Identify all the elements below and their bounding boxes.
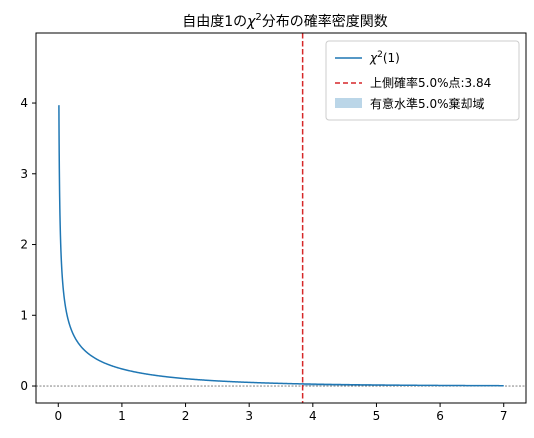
x-axis: 0 1 2 3 4 5 6 7 bbox=[54, 403, 508, 423]
x-tick-label-3: 3 bbox=[245, 409, 253, 423]
y-tick-label-2: 2 bbox=[20, 238, 28, 252]
legend-swatch-rejection bbox=[335, 98, 362, 108]
x-tick-label-0: 0 bbox=[54, 409, 62, 423]
y-tick-label-1: 1 bbox=[20, 308, 28, 322]
legend-label-critical: 上側確率5.0%点:3.84 bbox=[370, 75, 491, 90]
pdf-curve bbox=[58, 105, 504, 387]
rejection-region bbox=[302, 383, 504, 387]
x-tick-label-7: 7 bbox=[500, 409, 508, 423]
plot-frame bbox=[35, 32, 527, 404]
y-tick-label-0: 0 bbox=[20, 379, 28, 393]
x-tick-label-2: 2 bbox=[182, 409, 190, 423]
x-tick-label-1: 1 bbox=[118, 409, 126, 423]
legend-label-rejection: 有意水準5.0%棄却域 bbox=[370, 96, 485, 111]
chart-title: 自由度1のχ2分布の確率密度関数 bbox=[182, 12, 388, 30]
x-tick-label-5: 5 bbox=[373, 409, 381, 423]
x-tick-label-4: 4 bbox=[309, 409, 317, 423]
x-tick-label-6: 6 bbox=[436, 409, 444, 423]
y-tick-label-3: 3 bbox=[20, 167, 28, 181]
legend-label-pdf: χ2(1) bbox=[369, 50, 400, 65]
y-axis: 0 1 2 3 4 bbox=[20, 96, 36, 393]
y-tick-label-4: 4 bbox=[20, 96, 28, 110]
legend: χ2(1) 上側確率5.0%点:3.84 有意水準5.0%棄却域 bbox=[325, 40, 520, 121]
legend-box bbox=[325, 40, 520, 121]
